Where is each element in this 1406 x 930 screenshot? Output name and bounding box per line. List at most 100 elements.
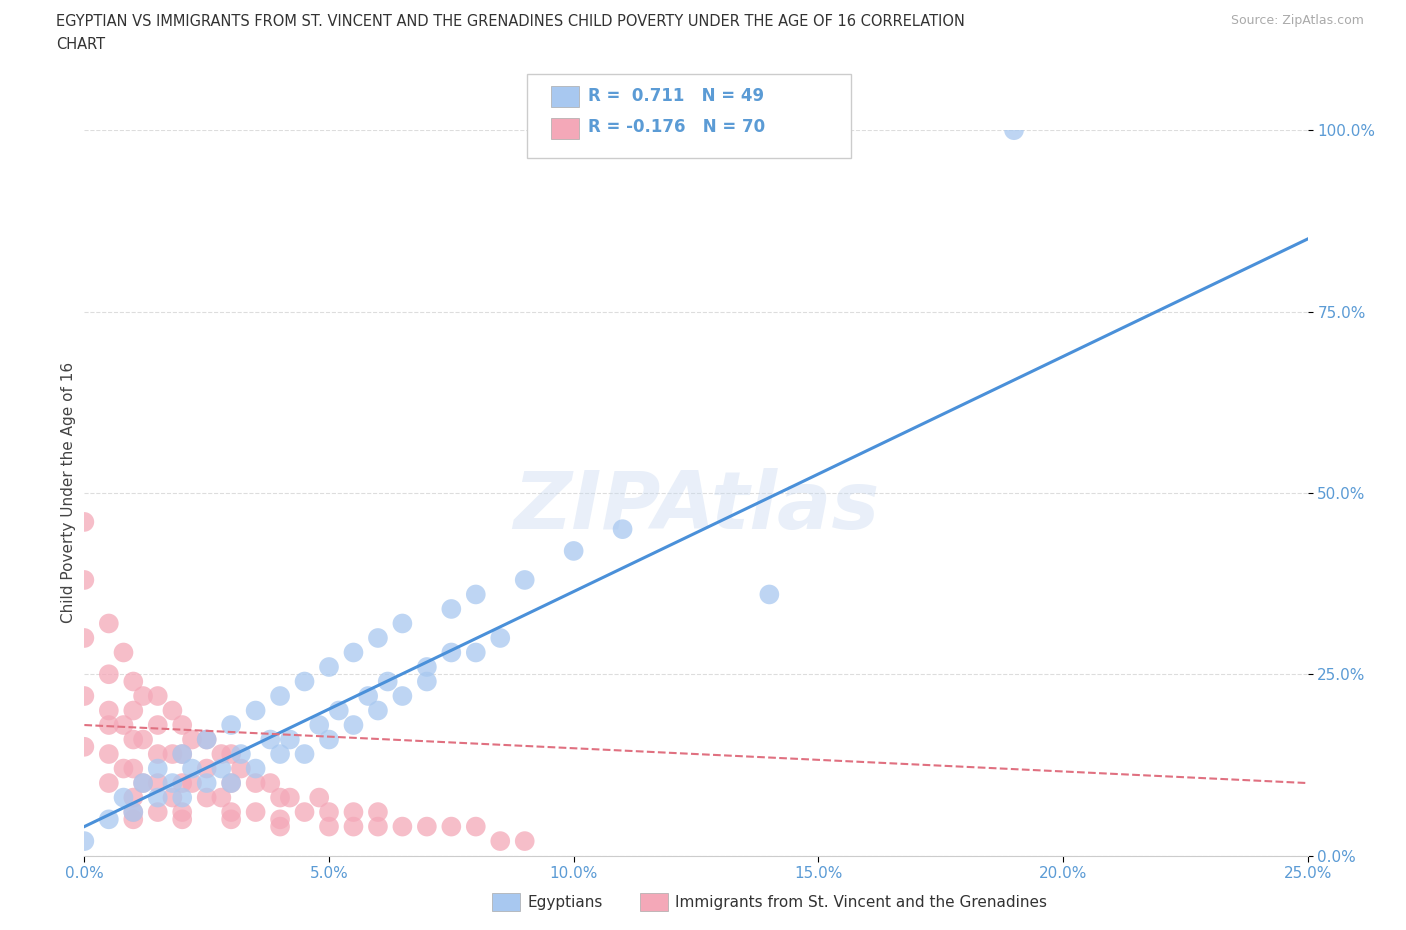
Point [97,812,120,827]
Point [464,587,486,602]
Point [162,703,184,718]
Point [162,747,184,762]
Text: CHART: CHART [56,37,105,52]
Point [122,790,145,805]
Point [195,761,218,776]
Point [73,739,96,754]
Point [294,804,316,819]
Point [112,761,135,776]
Point [245,804,267,819]
Point [97,616,120,631]
Point [122,674,145,689]
Point [73,688,96,703]
Point [146,747,169,762]
Point [132,776,155,790]
Point [357,688,380,703]
Point [342,645,364,660]
Point [181,732,204,747]
Point [464,645,486,660]
Text: Immigrants from St. Vincent and the Grenadines: Immigrants from St. Vincent and the Gren… [675,895,1047,910]
Point [219,718,242,733]
Point [181,761,204,776]
Point [308,790,330,805]
Point [97,747,120,762]
Point [342,804,364,819]
Point [294,747,316,762]
Point [342,819,364,834]
Point [259,776,281,790]
Point [278,732,301,747]
Point [209,790,232,805]
Y-axis label: Child Poverty Under the Age of 16: Child Poverty Under the Age of 16 [60,363,76,623]
Text: R =  0.711   N = 49: R = 0.711 N = 49 [588,86,763,105]
Point [259,732,281,747]
Point [132,688,155,703]
Point [219,747,242,762]
Point [612,522,634,537]
Text: R = -0.176   N = 70: R = -0.176 N = 70 [588,118,765,137]
Point [318,819,340,834]
Point [195,776,218,790]
Point [367,819,389,834]
Point [122,761,145,776]
Point [112,718,135,733]
Point [73,514,96,529]
Point [172,804,194,819]
Point [489,631,512,645]
Point [112,790,135,805]
Point [97,718,120,733]
Point [367,703,389,718]
Point [122,804,145,819]
Point [132,732,155,747]
Point [269,819,291,834]
Point [195,732,218,747]
Point [172,747,194,762]
Point [195,790,218,805]
Point [391,688,413,703]
Point [162,790,184,805]
Text: EGYPTIAN VS IMMIGRANTS FROM ST. VINCENT AND THE GRENADINES CHILD POVERTY UNDER T: EGYPTIAN VS IMMIGRANTS FROM ST. VINCENT … [56,14,965,29]
Point [245,761,267,776]
Point [172,718,194,733]
Point [146,761,169,776]
Point [416,819,439,834]
Point [440,645,463,660]
Point [219,812,242,827]
Point [416,674,439,689]
Point [146,804,169,819]
Point [219,776,242,790]
Point [132,776,155,790]
Point [122,804,145,819]
Point [219,804,242,819]
Point [367,631,389,645]
Point [562,543,585,558]
Text: Source: ZipAtlas.com: Source: ZipAtlas.com [1230,14,1364,27]
Point [122,703,145,718]
Point [195,732,218,747]
Text: ZIPAtlas: ZIPAtlas [513,469,879,547]
Point [146,718,169,733]
Point [73,833,96,848]
Point [294,674,316,689]
Point [318,732,340,747]
Text: Egyptians: Egyptians [527,895,603,910]
Point [245,703,267,718]
Point [489,833,512,848]
Point [758,587,780,602]
Point [328,703,350,718]
Point [269,812,291,827]
Point [181,776,204,790]
Point [122,732,145,747]
Point [269,790,291,805]
Point [122,812,145,827]
Point [318,804,340,819]
Point [209,747,232,762]
Point [513,573,536,588]
Point [367,804,389,819]
Point [219,776,242,790]
Point [308,718,330,733]
Point [172,747,194,762]
Point [440,819,463,834]
Point [513,833,536,848]
Point [269,688,291,703]
